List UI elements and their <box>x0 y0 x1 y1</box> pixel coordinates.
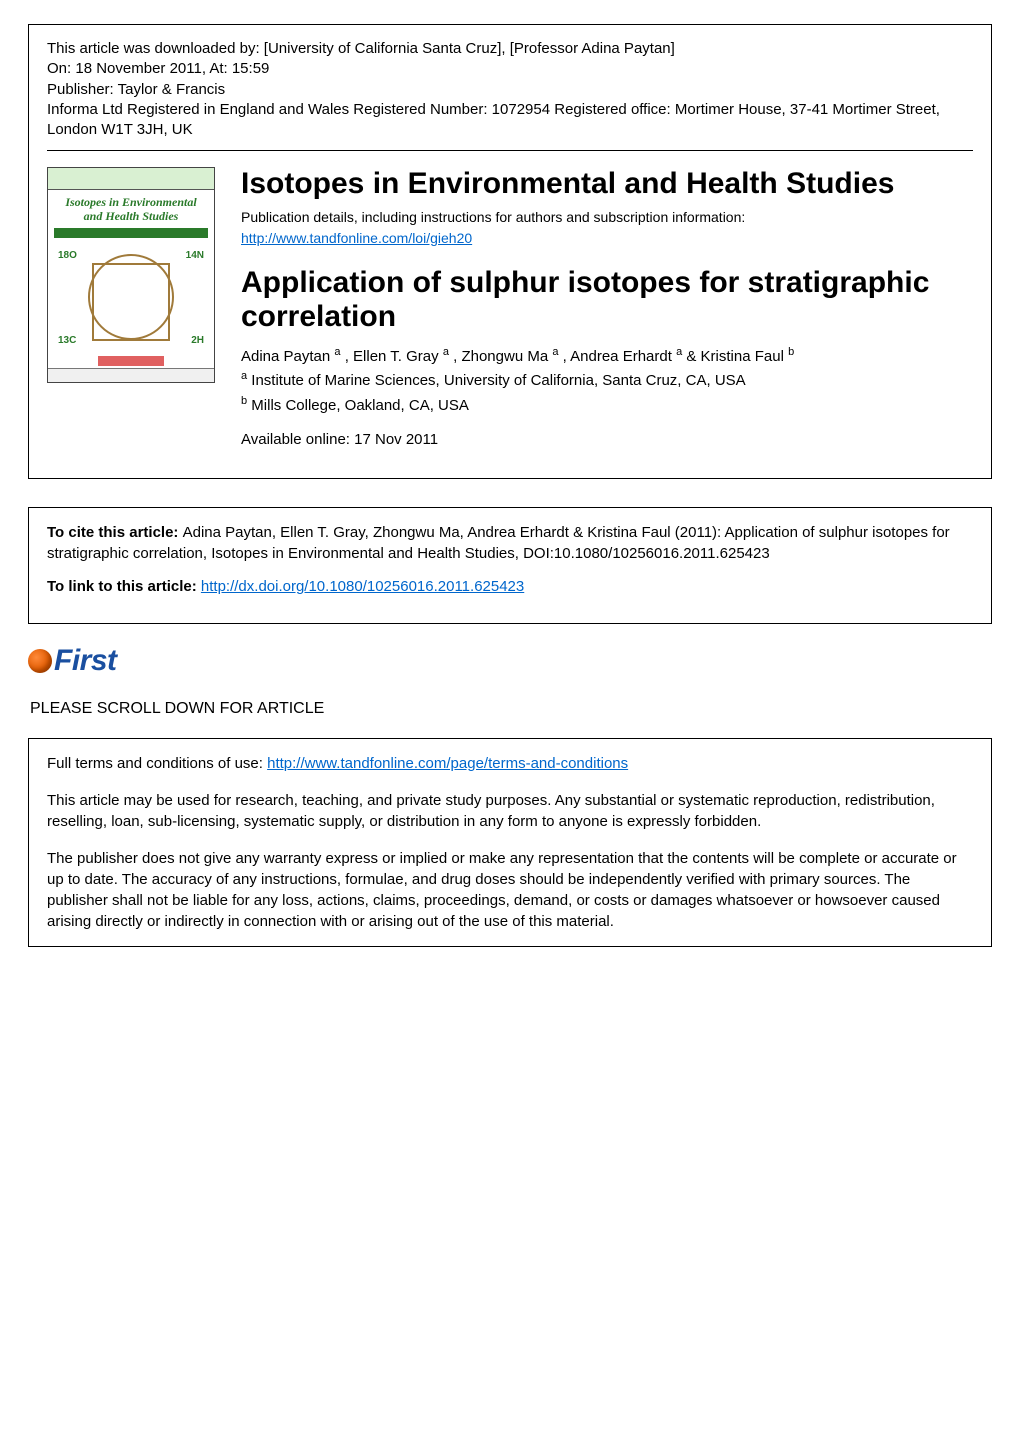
terms-intro: Full terms and conditions of use: http:/… <box>47 753 973 774</box>
cover-artwork: 18O 14N 13C 2H <box>54 242 208 352</box>
author-2-aff: a <box>443 346 449 358</box>
cite-label: To cite this article: <box>47 524 183 541</box>
ifirst-text: First <box>54 644 117 678</box>
affil-b-marker: b <box>241 395 247 407</box>
scroll-down-note: PLEASE SCROLL DOWN FOR ARTICLE <box>30 700 992 718</box>
isotope-label-c13: 13C <box>58 335 76 346</box>
terms-disclaimer: The publisher does not give any warranty… <box>47 848 973 932</box>
publisher-label: Publisher: <box>47 81 118 98</box>
download-on-label: On: <box>47 60 75 77</box>
author-1-aff: a <box>334 346 340 358</box>
ifirst-logo: First <box>28 644 117 678</box>
cover-title-line1: Isotopes in Environmental <box>65 195 196 209</box>
cover-title-line2: and Health Studies <box>84 209 179 223</box>
cover-header-bar <box>48 168 214 190</box>
download-on-value: 18 November 2011, At: 15:59 <box>75 60 269 77</box>
citation-frame: To cite this article: Adina Paytan, Elle… <box>28 507 992 624</box>
isotope-label-o18: 18O <box>58 250 77 261</box>
publisher-value: Taylor & Francis <box>118 81 226 98</box>
cover-footer-bar <box>48 368 214 382</box>
vitruvian-square <box>92 263 170 341</box>
affiliation-a: a Institute of Marine Sciences, Universi… <box>241 369 973 392</box>
download-info-block: This article was downloaded by: [Univers… <box>47 39 973 140</box>
isotope-label-n14: 14N <box>186 250 204 261</box>
available-online: Available online: 17 Nov 2011 <box>241 431 973 448</box>
header-frame: This article was downloaded by: [Univers… <box>28 24 992 479</box>
journal-article-section: Isotopes in Environmental and Health Stu… <box>47 151 973 460</box>
terms-intro-prefix: Full terms and conditions of use: <box>47 755 267 772</box>
author-3: Zhongwu Ma <box>461 348 548 365</box>
registered-office: Informa Ltd Registered in England and Wa… <box>47 101 940 138</box>
publication-details-label: Publication details, including instructi… <box>241 208 973 227</box>
available-label: Available online: <box>241 431 354 448</box>
cover-journal-name: Isotopes in Environmental and Health Stu… <box>48 190 214 226</box>
affil-a-marker: a <box>241 370 247 382</box>
authors-line: Adina Paytan a , Ellen T. Gray a , Zhong… <box>241 345 973 368</box>
journal-info-column: Isotopes in Environmental and Health Stu… <box>241 167 973 448</box>
author-5-aff: b <box>788 346 794 358</box>
article-title: Application of sulphur isotopes for stra… <box>241 266 973 335</box>
cover-green-band <box>54 228 208 238</box>
author-4-aff: a <box>676 346 682 358</box>
journal-url-link[interactable]: http://www.tandfonline.com/loi/gieh20 <box>241 230 472 246</box>
terms-link[interactable]: http://www.tandfonline.com/page/terms-an… <box>267 755 628 772</box>
author-3-aff: a <box>552 346 558 358</box>
doi-link[interactable]: http://dx.doi.org/10.1080/10256016.2011.… <box>201 578 524 595</box>
affiliation-b: b Mills College, Oakland, CA, USA <box>241 394 973 417</box>
terms-usage: This article may be used for research, t… <box>47 790 973 832</box>
author-2: Ellen T. Gray <box>353 348 439 365</box>
cite-text: Adina Paytan, Ellen T. Gray, Zhongwu Ma,… <box>47 524 950 562</box>
author-4: Andrea Erhardt <box>570 348 672 365</box>
author-5: Kristina Faul <box>701 348 784 365</box>
cover-red-swatch <box>98 356 164 366</box>
download-by-value: [University of California Santa Cruz], [… <box>264 40 675 57</box>
available-date: 17 Nov 2011 <box>354 431 438 448</box>
terms-frame: Full terms and conditions of use: http:/… <box>28 738 992 947</box>
isotope-label-h2: 2H <box>191 335 204 346</box>
journal-cover-thumbnail: Isotopes in Environmental and Health Stu… <box>47 167 215 383</box>
affil-a-text: Institute of Marine Sciences, University… <box>251 372 745 389</box>
link-label: To link to this article: <box>47 578 201 595</box>
download-by-label: This article was downloaded by: <box>47 40 264 57</box>
ifirst-globe-icon <box>28 649 52 673</box>
author-1: Adina Paytan <box>241 348 330 365</box>
link-paragraph: To link to this article: http://dx.doi.o… <box>47 576 973 597</box>
journal-title: Isotopes in Environmental and Health Stu… <box>241 167 973 202</box>
cite-paragraph: To cite this article: Adina Paytan, Elle… <box>47 522 973 564</box>
affil-b-text: Mills College, Oakland, CA, USA <box>251 397 469 414</box>
